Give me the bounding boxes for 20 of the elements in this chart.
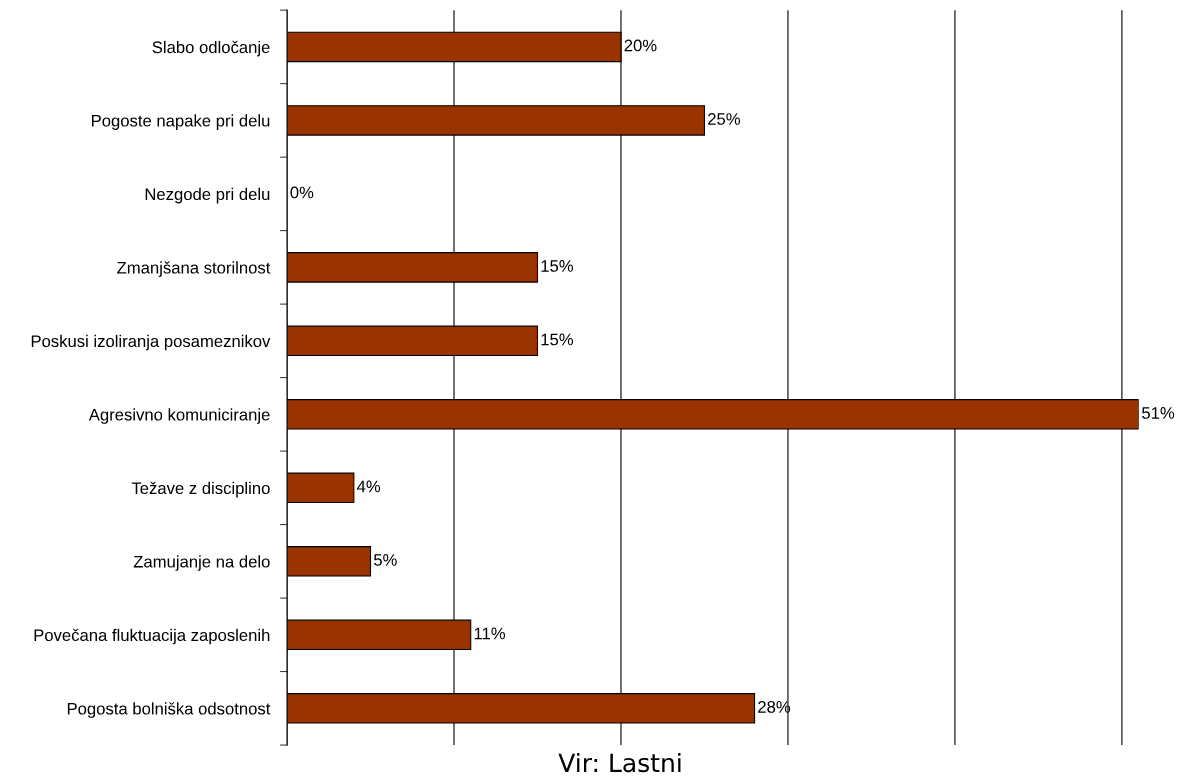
data-label: 25% xyxy=(708,113,741,125)
y-tick-label: Poskusi izoliranja posameznikov xyxy=(31,334,271,351)
data-label: 15% xyxy=(541,260,574,272)
data-label: 15% xyxy=(541,333,574,346)
y-tick-label: Povečana fluktuacija zaposlenih xyxy=(34,628,270,645)
text: Vir: Lastni xyxy=(558,752,681,773)
y-tick-label: Slabo odločanje xyxy=(152,40,270,57)
data-label: 20% xyxy=(624,39,657,52)
data-label: 51% xyxy=(1142,407,1175,419)
y-tick-label: Nezgode pri delu xyxy=(145,187,270,204)
data-label: 0% xyxy=(290,186,314,199)
y-tick-label: Težave z disciplino xyxy=(131,481,270,498)
y-tick-label: Pogoste napake pri delu xyxy=(91,114,270,130)
y-tick-label: Agresivno komuniciranje xyxy=(88,408,270,424)
data-label: 5% xyxy=(373,554,397,566)
data-label: 11% xyxy=(474,627,506,640)
y-tick-label: Pogosta bolniška odsotnost xyxy=(67,702,271,718)
y-tick-label: Zamujanje na delo xyxy=(133,555,270,571)
y-tick-label: Zmanjšana storilnost xyxy=(117,261,271,277)
data-label: 4% xyxy=(356,480,381,493)
